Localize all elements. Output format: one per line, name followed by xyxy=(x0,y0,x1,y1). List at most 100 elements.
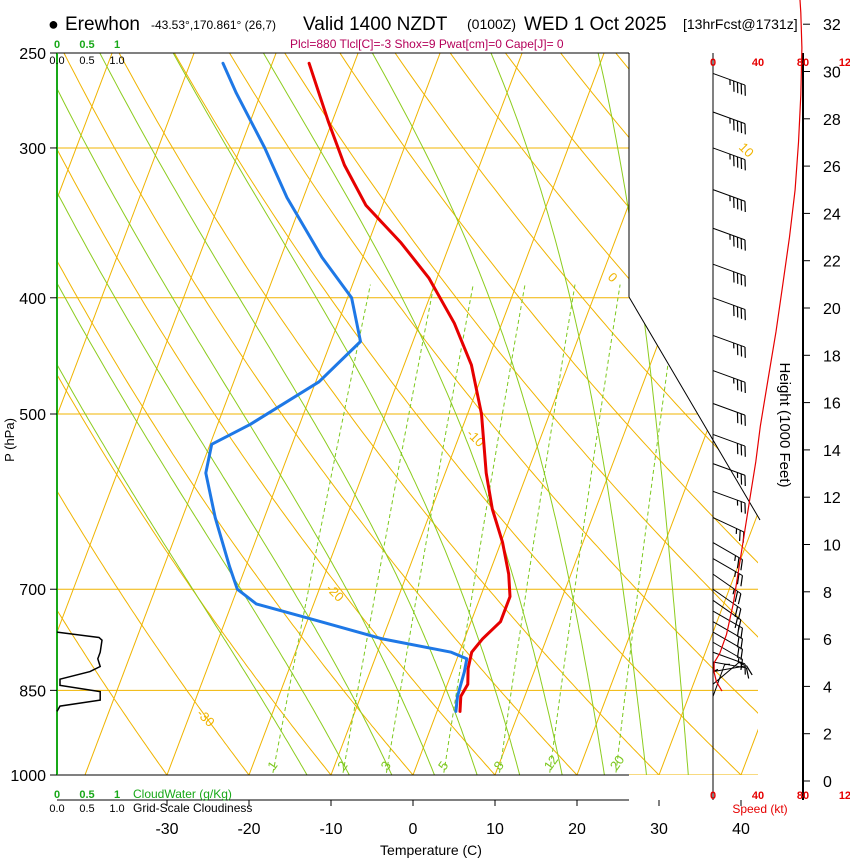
mixing-ratio-label: 12 xyxy=(541,752,562,772)
wind-barb xyxy=(712,665,753,676)
speed-tick-top: 40 xyxy=(752,57,764,69)
height-axis-label: Height (1000 Feet) xyxy=(776,362,793,487)
wind-barb xyxy=(712,610,744,639)
main-mixing-ratio xyxy=(271,284,371,775)
isotherm-label: 0 xyxy=(605,269,621,285)
barb-staff xyxy=(712,664,726,697)
barb-staff xyxy=(712,651,746,665)
mixing-ratio-label: 2 xyxy=(334,758,350,773)
barb-staff xyxy=(712,588,742,610)
barb-staff xyxy=(712,517,745,533)
header-location: Erewhon xyxy=(65,14,140,35)
barb-staff xyxy=(712,558,743,577)
tri-moist-adiabat xyxy=(257,43,567,801)
tri-dry-adiabat xyxy=(0,32,518,801)
height-tick-label: 12 xyxy=(823,490,841,507)
header-forecast: [13hrFcst@1731z] xyxy=(683,16,798,32)
main-moist-adiabat xyxy=(57,191,393,775)
main-isotherm xyxy=(576,636,629,775)
barb-flag xyxy=(736,626,740,637)
speed-axis-label: Speed (kt) xyxy=(732,802,787,816)
wind-barb xyxy=(712,189,746,213)
x-tick-label: -10 xyxy=(319,821,342,838)
x-tick-label: -30 xyxy=(155,821,178,838)
sounding-profiles xyxy=(204,61,512,713)
main-moist-adiabat xyxy=(172,53,521,775)
tri-moist-adiabat xyxy=(367,43,609,801)
wind-barb xyxy=(712,297,746,321)
wind-barb xyxy=(712,433,746,457)
wind-barb xyxy=(712,463,746,487)
frame-diagonal xyxy=(628,296,761,521)
barb-flag xyxy=(740,638,744,650)
speed-tick-bottom: 40 xyxy=(752,790,764,802)
main-dry-adiabat xyxy=(394,53,629,353)
cloudwater-tick-top: 0 xyxy=(54,39,60,51)
height-tick-label: 6 xyxy=(823,632,832,649)
main-isotherm xyxy=(494,419,629,775)
barb-staff xyxy=(712,542,743,561)
main-dry-adiabat xyxy=(339,53,629,428)
height-tick-label: 22 xyxy=(823,254,841,271)
cloudwater-label: CloudWater (g/Kg) xyxy=(133,787,232,801)
barb-staff xyxy=(712,463,746,476)
x-tick-label: 20 xyxy=(568,821,586,838)
header-bullet: ● xyxy=(48,14,59,34)
x-tick-label: 10 xyxy=(486,821,504,838)
height-tick-label: 32 xyxy=(823,17,841,34)
wind-barb xyxy=(712,403,746,426)
speed-tick-top: 0 xyxy=(710,57,716,69)
tri-dry-adiabat xyxy=(629,53,685,775)
main-dry-adiabat xyxy=(57,609,168,775)
cloudiness-tick-top: 1.0 xyxy=(109,55,124,67)
cloudiness-tick-bottom: 1.0 xyxy=(109,803,124,815)
barb-staff xyxy=(712,433,746,447)
main-moist-adiabat xyxy=(371,53,605,775)
barb-staff xyxy=(712,263,746,277)
tri-moist-adiabat xyxy=(629,53,650,775)
wind-barb xyxy=(712,558,744,587)
y-tick-label: 700 xyxy=(19,582,46,599)
main-dry-adiabat xyxy=(57,490,250,775)
height-speed-panel: 0040408080120120024681012141618202224262… xyxy=(710,0,850,802)
tri-moist-adiabat xyxy=(167,43,526,801)
y-tick-label: 400 xyxy=(19,291,46,308)
barb-staff xyxy=(712,631,743,650)
height-tick-label: 28 xyxy=(823,112,841,129)
tri-dry-adiabat xyxy=(0,32,435,801)
wind-barb xyxy=(712,661,745,685)
header-utc: (0100Z) xyxy=(467,16,516,32)
x-tick-label: 40 xyxy=(732,821,750,838)
main-dry-adiabat xyxy=(57,259,414,775)
main-isotherm xyxy=(57,53,195,417)
wind-barb xyxy=(712,573,742,605)
main-isotherm xyxy=(57,53,113,201)
main-dry-adiabat xyxy=(57,373,332,775)
barb-staff xyxy=(712,641,743,660)
y-tick-label: 1000 xyxy=(10,768,46,785)
barb-staff xyxy=(712,297,746,310)
main-moist-adiabat xyxy=(57,87,436,775)
barb-flag xyxy=(740,628,744,639)
speed-tick-top: 80 xyxy=(797,57,809,69)
y-tick-label: 250 xyxy=(19,46,46,63)
main-moist-adiabat xyxy=(57,282,350,775)
wind-barb xyxy=(712,668,719,706)
barb-flag xyxy=(737,593,742,605)
wind-barb xyxy=(712,227,746,251)
barb-staff xyxy=(712,665,747,673)
main-dry-adiabat xyxy=(173,53,629,663)
main-moist-adiabat xyxy=(262,53,563,775)
tri-dry-adiabat xyxy=(629,53,758,775)
x-tick-label: -20 xyxy=(237,821,260,838)
main-dry-adiabat xyxy=(57,148,496,775)
cloudwater-tick-bottom: 0.5 xyxy=(79,789,94,801)
cloudwater-tick-bottom: 1 xyxy=(114,789,120,801)
speed-tick-bottom: 120 xyxy=(839,790,850,802)
mixing-ratio-label: 20 xyxy=(607,752,628,772)
tri-mixing-ratio xyxy=(268,285,371,801)
barb-flag xyxy=(745,667,750,679)
height-tick-label: 20 xyxy=(823,301,841,318)
main-dry-adiabat xyxy=(449,53,629,280)
mixing-ratio-label: 1 xyxy=(264,758,280,773)
